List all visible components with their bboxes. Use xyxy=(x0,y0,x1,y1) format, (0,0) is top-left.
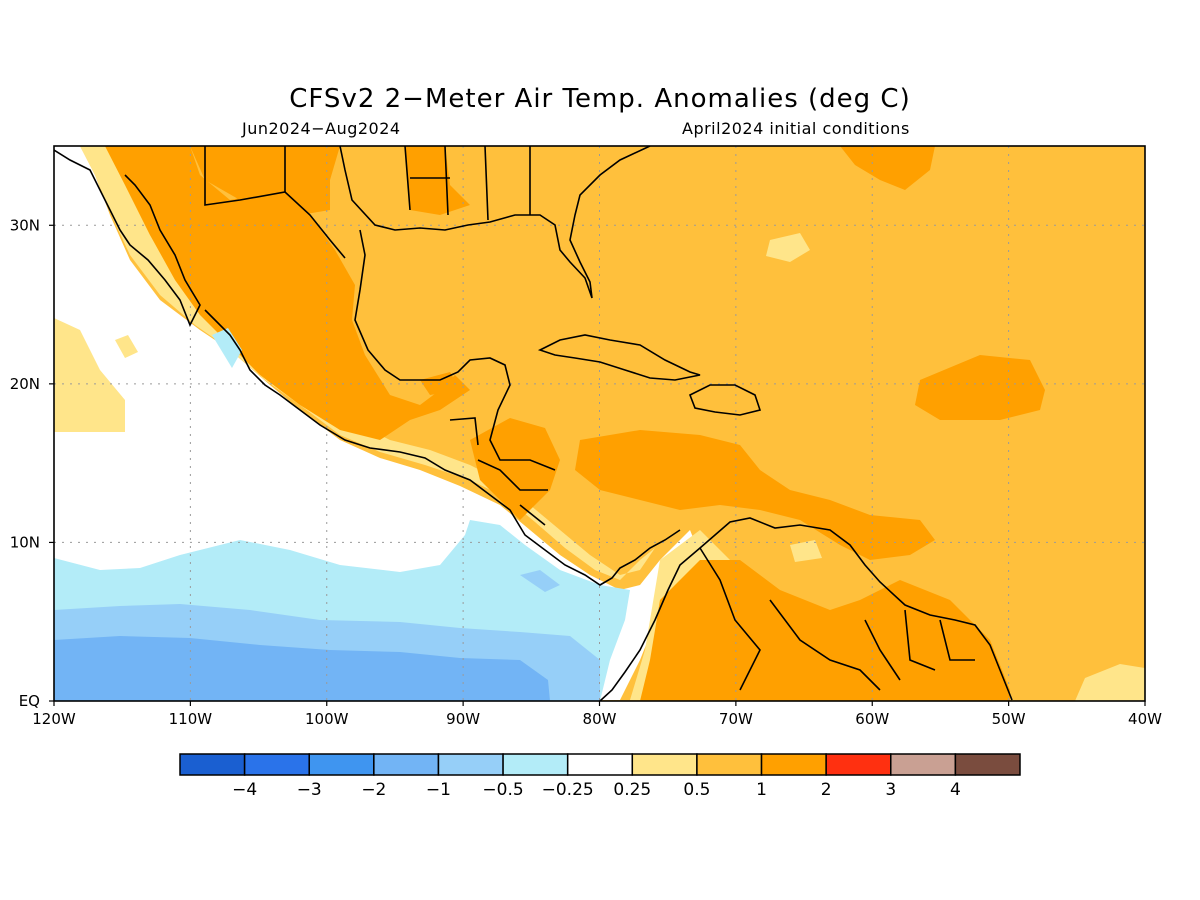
coastline-north-america-pacific xyxy=(54,149,681,586)
anomaly-region-baja-patch xyxy=(115,335,138,358)
colorbar-swatch xyxy=(890,753,957,776)
coastline-hispaniola xyxy=(688,384,762,416)
colorbar-label: −4 xyxy=(232,780,257,800)
y-tick-label: 20N xyxy=(10,375,40,393)
anomaly-region-south-america-hot xyxy=(640,560,1010,701)
colorbar-label: −0.25 xyxy=(542,780,594,800)
colorbar-swatch xyxy=(179,753,246,776)
colorbar-label: −1 xyxy=(426,780,451,800)
colorbar-swatch xyxy=(502,753,569,776)
coastline-south-america xyxy=(599,517,1013,701)
colorbar-swatch xyxy=(373,753,440,776)
graticule xyxy=(54,146,1145,701)
coastlines xyxy=(54,146,1013,701)
anomaly-region-baja-cool xyxy=(212,328,242,368)
anomaly-region-atlantic-hot xyxy=(915,355,1045,420)
border-us-states xyxy=(284,146,531,221)
x-tick-label: 100W xyxy=(305,710,349,728)
coastline-cuba xyxy=(537,334,701,381)
anomaly-shading xyxy=(54,146,1145,701)
anomaly-region-atlantic-patch xyxy=(766,233,810,262)
colorbar-label: 0.5 xyxy=(683,780,710,800)
border-central-america xyxy=(449,417,548,526)
anomaly-region-west-warm xyxy=(54,318,125,432)
colorbar-swatch xyxy=(760,753,827,776)
coastline-gulf-of-mexico xyxy=(339,146,651,471)
colorbar-label: 0.25 xyxy=(613,780,651,800)
x-tick-label: 120W xyxy=(32,710,76,728)
colorbar-swatch xyxy=(437,753,504,776)
x-tick-label: 80W xyxy=(583,710,617,728)
x-tick-label: 50W xyxy=(992,710,1026,728)
colorbar-label: −0.5 xyxy=(482,780,523,800)
y-tick-label: 30N xyxy=(10,216,40,234)
axes: 120W 110W 100W 90W 80W 70W 60W 50W 40W EQ 10N 20N 30… xyxy=(10,216,1162,728)
anomaly-region-se-atlantic xyxy=(1075,664,1145,701)
anomaly-region-caribbean-hot xyxy=(575,430,935,560)
colorbar-swatch xyxy=(954,753,1021,776)
x-tick-label: 60W xyxy=(855,710,889,728)
colorbar-swatch xyxy=(243,753,310,776)
x-tick-label: 110W xyxy=(169,710,213,728)
anomaly-region-us-southwest-hot xyxy=(190,146,340,215)
colorbar-label: 2 xyxy=(821,780,832,800)
page-title: CFSv2 2−Meter Air Temp. Anomalies (deg C… xyxy=(289,84,911,114)
anomaly-region-us-south-hot xyxy=(405,146,470,215)
colorbar-swatch xyxy=(566,753,634,776)
anomaly-region-mexico-hot xyxy=(105,146,470,440)
colorbar-swatch xyxy=(308,753,375,776)
colorbar-swatch xyxy=(825,753,892,776)
anomaly-region-north-atlantic-hot xyxy=(840,146,935,190)
colorbar-label: 3 xyxy=(885,780,896,800)
forecast-period: Jun2024−Aug2024 xyxy=(242,119,401,138)
anomaly-region-pacific-coolest xyxy=(54,636,550,701)
colorbar: −4 −3 −2 −1 −0.5 −0.25 0.25 0.5 1 2 3 4 xyxy=(179,753,1021,800)
colorbar-swatch xyxy=(631,753,698,776)
x-tick-label: 70W xyxy=(719,710,753,728)
colorbar-label: −2 xyxy=(361,780,386,800)
anomaly-region-venezuela-patch xyxy=(790,540,822,562)
anomaly-region-panama-cool xyxy=(520,570,560,592)
initial-conditions: April2024 initial conditions xyxy=(682,119,910,138)
border-south-america xyxy=(699,547,975,691)
x-tick-label: 90W xyxy=(446,710,480,728)
x-tick-label: 40W xyxy=(1128,710,1162,728)
colorbar-label: 1 xyxy=(756,780,767,800)
colorbar-swatch xyxy=(696,753,763,776)
colorbar-label: 4 xyxy=(950,780,961,800)
y-tick-label: EQ xyxy=(19,692,40,710)
y-tick-label: 10N xyxy=(10,533,40,551)
colorbar-label: −3 xyxy=(297,780,322,800)
